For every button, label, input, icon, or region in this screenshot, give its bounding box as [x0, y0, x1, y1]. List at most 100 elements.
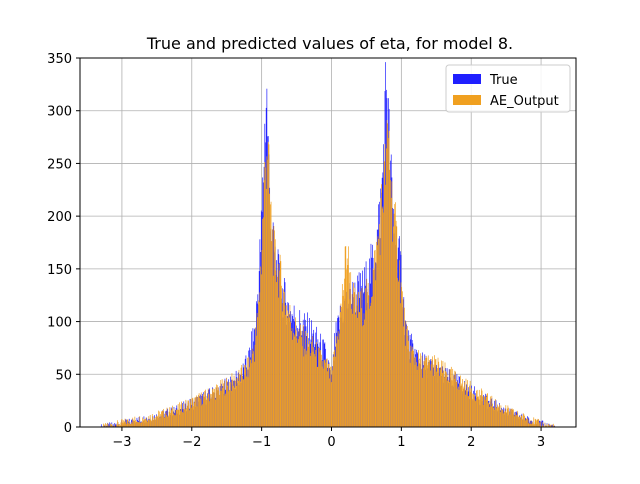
histogram-bar — [268, 142, 269, 427]
histogram-bar — [379, 224, 380, 427]
histogram-bar — [329, 378, 330, 427]
histogram-bar — [167, 417, 168, 427]
histogram-bar — [153, 420, 154, 427]
histogram-bar — [373, 268, 374, 427]
histogram-bar — [463, 389, 464, 427]
histogram-bar — [229, 390, 230, 427]
histogram-bar — [399, 280, 400, 427]
histogram-bar — [155, 420, 156, 427]
histogram-bar — [422, 378, 423, 427]
histogram-bar — [383, 213, 384, 427]
histogram-bar — [332, 370, 333, 427]
histogram-bar — [192, 398, 193, 427]
histogram-bar — [355, 315, 356, 427]
histogram-bar — [537, 420, 538, 427]
series-ae-output-bars — [102, 120, 554, 427]
histogram-bar — [362, 326, 363, 427]
histogram-bar — [176, 410, 177, 427]
histogram-bar — [287, 311, 288, 427]
histogram-bar — [316, 342, 317, 427]
histogram-bar — [487, 394, 488, 427]
histogram-bar — [169, 407, 170, 427]
histogram-bar — [529, 423, 530, 427]
histogram-bar — [363, 325, 364, 427]
histogram-bar — [136, 422, 137, 427]
histogram-bar — [436, 359, 437, 427]
histogram-bar — [476, 391, 477, 427]
histogram-bar — [225, 396, 226, 427]
histogram-bar — [371, 297, 372, 427]
histogram-bar — [203, 394, 204, 427]
histogram-bar — [494, 410, 495, 427]
histogram-bar — [341, 304, 342, 427]
histogram-bar — [541, 422, 542, 427]
histogram-bar — [496, 408, 497, 427]
histogram-bar — [437, 368, 438, 427]
histogram-bar — [219, 395, 220, 427]
histogram-bar — [430, 370, 431, 427]
histogram-bar — [403, 299, 404, 427]
histogram-bar — [468, 396, 469, 427]
histogram-bar — [368, 283, 369, 427]
histogram-bar — [457, 381, 458, 427]
histogram-bar — [264, 162, 265, 427]
histogram-bar — [158, 411, 159, 427]
histogram-bar — [434, 355, 435, 427]
histogram-bar — [503, 413, 504, 427]
histogram-bar — [510, 409, 511, 427]
histogram-bar — [524, 416, 525, 427]
histogram-bar — [512, 408, 513, 427]
histogram-bar — [258, 300, 259, 427]
histogram-bar — [390, 180, 391, 427]
histogram-bar — [456, 382, 457, 427]
histogram-bar — [319, 348, 320, 427]
histogram-bar — [466, 390, 467, 427]
histogram-bar — [145, 419, 146, 427]
histogram-bar — [357, 306, 358, 427]
histogram-bar — [413, 351, 414, 427]
x-tick-label: 2 — [467, 435, 475, 450]
histogram-bar — [282, 311, 283, 427]
histogram-bar — [362, 288, 363, 427]
histogram-bar — [308, 347, 309, 427]
histogram-bar — [445, 371, 446, 427]
histogram-bar — [320, 352, 321, 427]
histogram-bar — [344, 279, 345, 427]
histogram-bar — [163, 409, 164, 427]
histogram-bar — [535, 419, 536, 427]
y-tick-label: 100 — [47, 316, 72, 331]
histogram-bar — [410, 363, 411, 427]
histogram-bar — [377, 245, 378, 427]
histogram-bar — [508, 408, 509, 427]
histogram-bar — [448, 380, 449, 427]
histogram-bar — [197, 406, 198, 427]
histogram-bar — [218, 390, 219, 427]
histogram-bar — [431, 364, 432, 427]
histogram-bar — [528, 423, 529, 427]
histogram-bar — [426, 356, 427, 427]
histogram-bar — [242, 376, 243, 427]
histogram-bar — [531, 420, 532, 427]
histogram-bar — [122, 420, 123, 427]
histogram-bar — [420, 360, 421, 427]
histogram-bar — [121, 419, 122, 427]
histogram-bar — [301, 337, 302, 427]
histogram-bar — [254, 362, 255, 427]
histogram-bar — [341, 307, 342, 427]
histogram-bar — [370, 306, 371, 427]
chart-title: True and predicted values of eta, for mo… — [146, 34, 513, 53]
histogram-bar — [406, 329, 407, 427]
histogram-bar — [224, 381, 225, 427]
histogram-bar — [315, 350, 316, 427]
histogram-bar — [202, 404, 203, 427]
histogram-bar — [188, 400, 189, 427]
histogram-bar — [195, 397, 196, 427]
histogram-bar — [403, 326, 404, 427]
histogram-bar — [269, 194, 270, 427]
histogram-bar — [295, 317, 296, 427]
histogram-bar — [137, 421, 138, 427]
histogram-bar — [211, 394, 212, 427]
histogram-bar — [419, 363, 420, 427]
histogram-bar — [417, 370, 418, 427]
histogram-bar — [401, 287, 402, 427]
